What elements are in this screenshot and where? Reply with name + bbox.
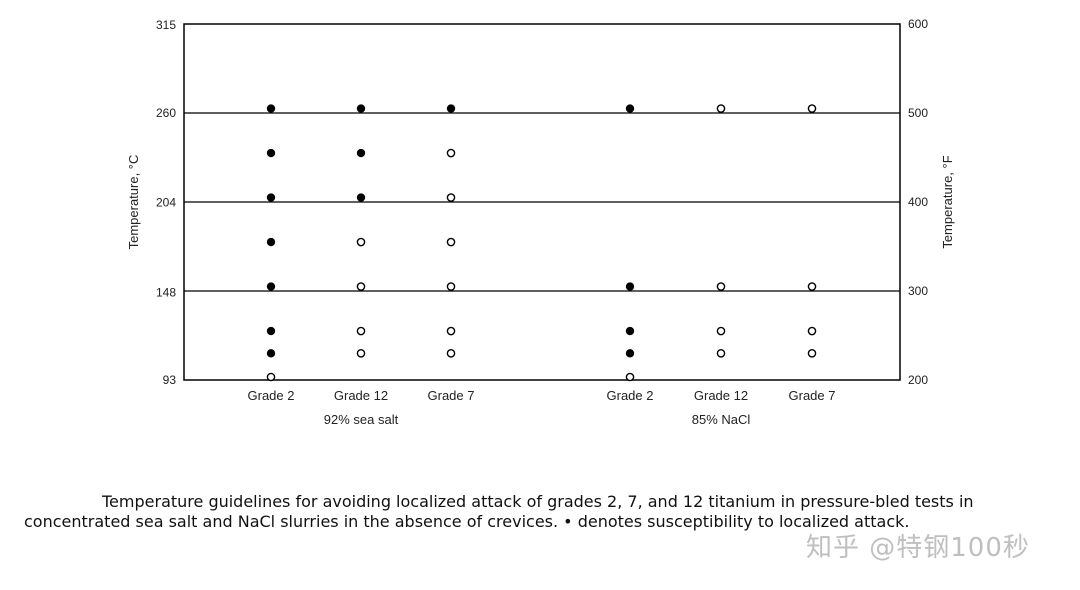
category-label: Grade 7 [789, 388, 836, 403]
resistant-marker [446, 282, 456, 291]
susceptible-marker [446, 104, 456, 113]
right-tick-label: 200 [908, 373, 928, 387]
resistant-marker [446, 348, 456, 358]
resistant-marker [716, 348, 726, 358]
resistant-marker [446, 326, 456, 336]
resistant-marker [356, 282, 366, 291]
resistant-marker [807, 326, 817, 336]
category-label: Grade 12 [334, 388, 388, 403]
group-label: 92% sea salt [324, 412, 399, 427]
susceptible-marker [356, 148, 366, 158]
caption-text: Temperature guidelines for avoiding loca… [24, 492, 974, 531]
right-tick-label: 400 [908, 195, 928, 209]
resistant-marker [716, 326, 726, 336]
right-axis-title: Temperature, °F [940, 155, 955, 248]
left-tick-label: 148 [156, 285, 176, 299]
figure-caption: Temperature guidelines for avoiding loca… [24, 492, 1058, 532]
left-tick-label: 204 [156, 196, 176, 210]
susceptible-marker [625, 104, 635, 113]
left-tick-label: 93 [163, 373, 177, 387]
resistant-marker [446, 237, 456, 247]
scatter-chart: 93 148 204 260 315 200 300 400 500 600 Temperatu… [126, 17, 955, 427]
left-tick-label: 315 [156, 18, 176, 32]
right-tick-label: 600 [908, 17, 928, 31]
susceptible-marker [266, 104, 276, 113]
plot-frame [183, 23, 901, 381]
susceptible-marker [266, 193, 276, 202]
right-tick-label: 300 [908, 284, 928, 298]
resistant-marker [716, 282, 726, 291]
susceptible-marker [625, 282, 635, 291]
left-axis-ticks: 93 148 204 260 315 [156, 18, 176, 387]
susceptible-marker [266, 326, 276, 336]
resistant-marker [266, 372, 276, 382]
right-tick-label: 500 [908, 106, 928, 120]
category-label: Grade 7 [428, 388, 475, 403]
gridlines [184, 112, 900, 292]
susceptible-marker [625, 349, 635, 358]
left-axis-title: Temperature, °C [126, 155, 141, 250]
susceptible-marker [266, 282, 276, 291]
susceptible-marker [356, 193, 366, 202]
susceptible-marker [356, 104, 366, 113]
susceptible-marker [266, 148, 276, 158]
resistant-marker [446, 193, 456, 202]
right-axis-ticks: 200 300 400 500 600 [908, 17, 928, 387]
resistant-marker [446, 148, 456, 158]
category-label: Grade 2 [607, 388, 654, 403]
data-markers [266, 104, 817, 382]
susceptible-marker [266, 237, 276, 247]
group-labels: 92% sea salt 85% NaCl [324, 412, 751, 427]
group-label: 85% NaCl [692, 412, 751, 427]
resistant-marker [807, 282, 817, 291]
resistant-marker [356, 348, 366, 358]
category-label: Grade 2 [248, 388, 295, 403]
resistant-marker [807, 348, 817, 358]
category-labels: Grade 2 Grade 12 Grade 7 Grade 2 Grade 12 Gra… [248, 388, 836, 403]
susceptible-marker [266, 349, 276, 358]
resistant-marker [716, 104, 726, 113]
watermark: 知乎 @特钢100秒 [806, 533, 1030, 563]
susceptible-marker [625, 326, 635, 336]
category-label: Grade 12 [694, 388, 748, 403]
resistant-marker [356, 326, 366, 336]
resistant-marker [356, 237, 366, 247]
resistant-marker [807, 104, 817, 113]
left-tick-label: 260 [156, 106, 176, 120]
resistant-marker [625, 372, 635, 382]
